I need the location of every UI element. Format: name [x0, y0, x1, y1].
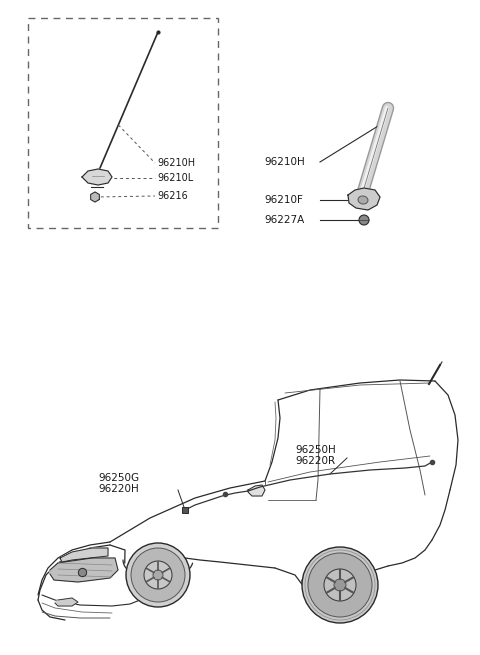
Polygon shape [60, 548, 108, 562]
Polygon shape [91, 192, 99, 202]
Text: 96210H: 96210H [264, 157, 305, 167]
Circle shape [308, 553, 372, 617]
Ellipse shape [358, 196, 368, 204]
Text: 96250G: 96250G [98, 473, 139, 483]
Circle shape [153, 570, 163, 580]
Text: 96250H: 96250H [295, 445, 336, 455]
Polygon shape [82, 169, 112, 185]
Circle shape [144, 561, 172, 589]
Bar [28, 18, 218, 228]
Polygon shape [50, 558, 118, 582]
Text: 96216: 96216 [157, 191, 188, 201]
Circle shape [302, 547, 378, 623]
Text: 96220H: 96220H [98, 484, 139, 494]
Text: 96210F: 96210F [264, 195, 303, 205]
Circle shape [126, 543, 190, 607]
Polygon shape [348, 188, 380, 210]
Circle shape [324, 569, 356, 601]
Circle shape [131, 548, 185, 602]
Circle shape [334, 579, 346, 591]
Text: 96210L: 96210L [157, 173, 193, 183]
Circle shape [359, 215, 369, 225]
Text: 96227A: 96227A [264, 215, 304, 225]
Polygon shape [248, 485, 265, 496]
Text: 96220R: 96220R [295, 456, 335, 466]
Polygon shape [55, 598, 78, 606]
Text: 96210H: 96210H [157, 158, 195, 168]
